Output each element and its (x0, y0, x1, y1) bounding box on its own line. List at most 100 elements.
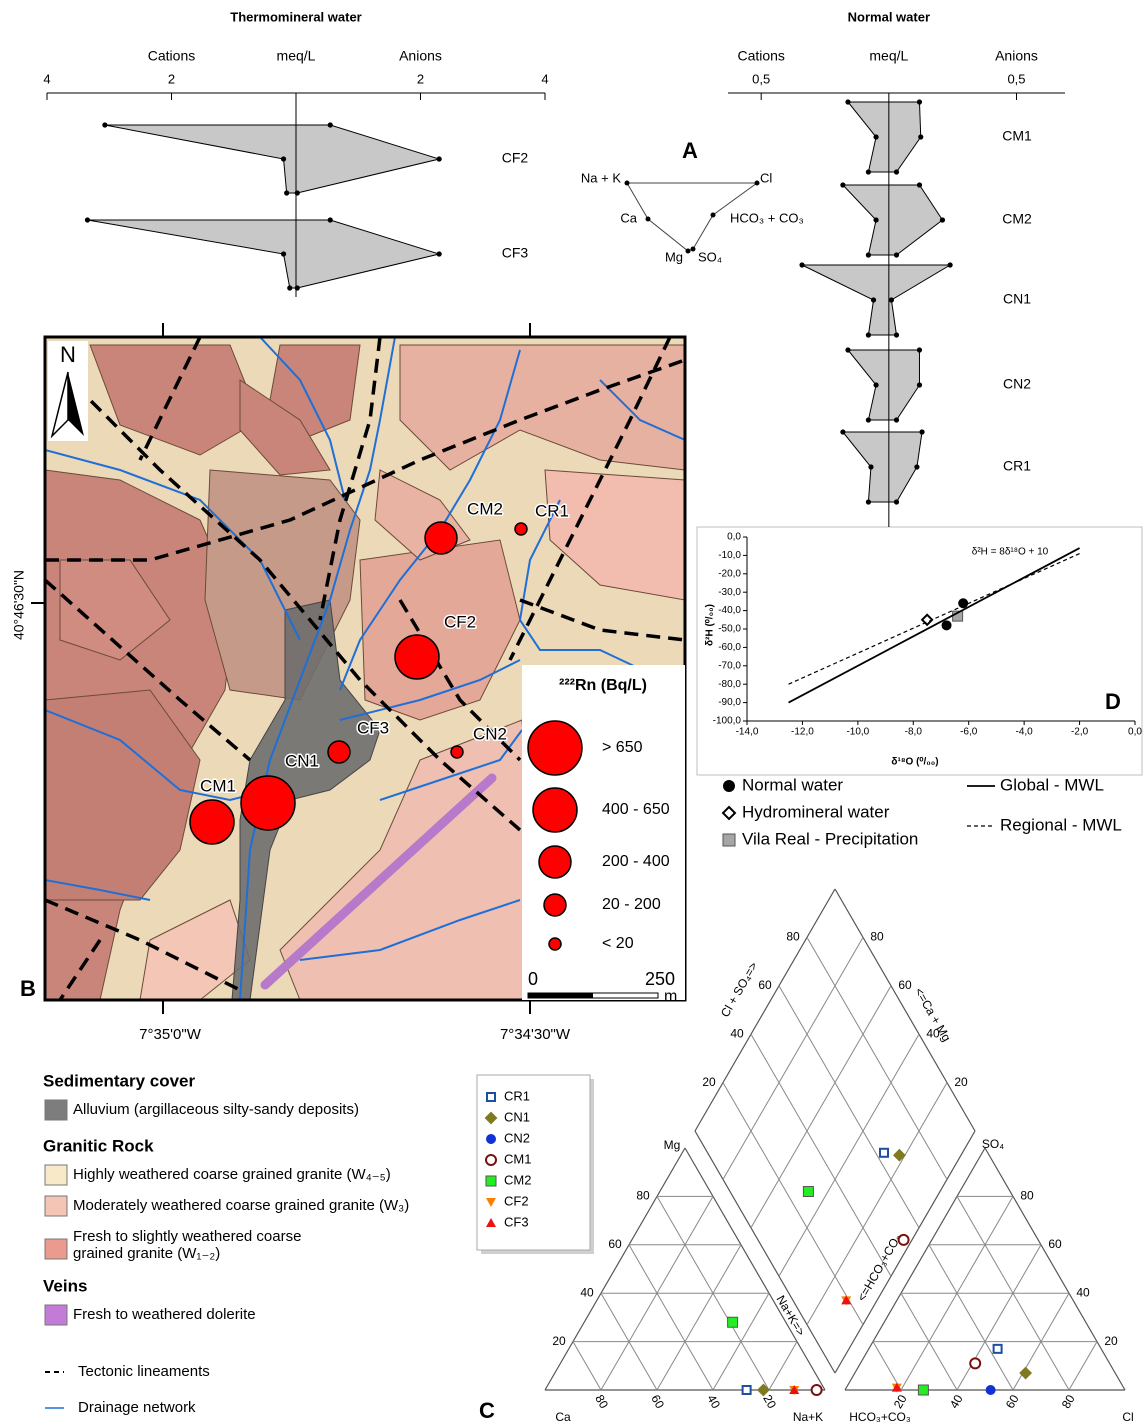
legend-label: CM2 (504, 1172, 531, 1187)
sample-label: CN2 (1003, 376, 1031, 392)
triangle-edge (685, 1148, 825, 1390)
y-tick-label: 0,0 (727, 532, 741, 543)
legend-label: CR1 (504, 1088, 530, 1103)
diamond-edge (835, 889, 975, 1131)
y-tick-label: -20,0 (718, 568, 741, 579)
stiff-vertex (102, 122, 107, 127)
stiff-vertex (917, 347, 922, 352)
tick-label: 20 (1104, 1334, 1118, 1348)
legend-heading: Veins (43, 1276, 87, 1295)
lon-label: 7°34'30"W (500, 1026, 571, 1043)
site-label: CF3 (357, 718, 389, 737)
data-point (942, 620, 952, 630)
stiff-vertex (845, 99, 850, 104)
stiff-vertex (437, 156, 442, 161)
x-tick-label: 2 (168, 71, 175, 86)
cation-point (812, 1385, 822, 1395)
stiff-key: A Na + K Cl Ca HCO₃ + CO₃ Mg SO₄ (581, 138, 804, 265)
axis-title: Cl + SO₄=> (718, 960, 761, 1020)
stiff-vertex (328, 217, 333, 222)
key-label: HCO₃ + CO₃ (730, 210, 804, 225)
tick-label: 60 (758, 978, 772, 992)
panel-label: D (1105, 689, 1121, 714)
grid-line (769, 1342, 797, 1390)
tick-label: 40 (704, 1392, 723, 1411)
corner-label: Cl (1122, 1410, 1133, 1424)
grid-line (751, 1034, 891, 1276)
axis-title: <=HCO₃+CO₃ (854, 1231, 904, 1303)
stiff-vertex (894, 417, 899, 422)
x-tick-label: -8,0 (905, 727, 923, 738)
rn-legend-title: ²²²Rn (Bq/L) (559, 677, 647, 694)
key-label: Mg (665, 249, 683, 264)
rn-site (451, 746, 463, 758)
legend-label: CM1 (504, 1151, 531, 1166)
y-tick-label: -70,0 (718, 660, 741, 671)
anion-point (994, 1345, 1002, 1353)
x-tick-label: -14,0 (736, 727, 759, 738)
stiff-vertex (840, 182, 845, 187)
cation-point (743, 1386, 751, 1394)
rn-legend-label: 400 - 650 (602, 801, 670, 818)
rn-legend-label: > 650 (602, 739, 643, 756)
y-tick-label: -80,0 (718, 679, 741, 690)
grid-line (807, 1083, 947, 1325)
tick-label: 20 (954, 1075, 968, 1089)
stiff-polygon (843, 185, 943, 255)
rn-legend-symbol (549, 938, 561, 950)
legend-marker (723, 807, 735, 819)
stiff-vertex (940, 217, 945, 222)
x-tick-label: -2,0 (1071, 727, 1089, 738)
y-axis-title: δ²H (⁰/₀₀) (705, 604, 716, 646)
legend-label: CF3 (504, 1214, 529, 1229)
stiff-polygon (87, 220, 439, 288)
sample-label: CF2 (502, 150, 529, 166)
legend-label: Tectonic lineaments (78, 1363, 210, 1380)
stiff-vertex (894, 499, 899, 504)
axis-label: meq/L (277, 48, 316, 64)
stiff-vertex (873, 217, 878, 222)
legend-label: CN1 (504, 1109, 530, 1124)
cation-point (728, 1317, 738, 1327)
x-tick-label: 4 (541, 71, 548, 86)
stiff-vertex (799, 262, 804, 267)
stiff-vertex (894, 252, 899, 257)
lon-label: 7°35'0"W (139, 1026, 202, 1043)
anion-point (986, 1385, 996, 1395)
tick-label: 60 (608, 1237, 622, 1251)
panel-label: C (479, 1398, 495, 1423)
rn-legend-label: < 20 (602, 935, 634, 952)
corner-label: Na+K (793, 1410, 823, 1424)
stiff-vertex (917, 99, 922, 104)
rn-site (425, 522, 457, 554)
tick-label: 60 (1048, 1237, 1062, 1251)
rn-legend-symbol (539, 846, 571, 878)
axis-label: Anions (399, 48, 442, 64)
grid-line (779, 986, 919, 1228)
key-label: SO₄ (698, 249, 722, 264)
legend-label: Vila Real - Precipitation (742, 829, 918, 848)
stiff-vertex (894, 332, 899, 337)
legend-heading: Granitic Rock (43, 1136, 154, 1155)
legend-label: Drainage network (78, 1399, 196, 1416)
stiff-vertex (866, 252, 871, 257)
tick-label: 80 (870, 930, 884, 944)
rn-site (515, 523, 527, 535)
rn-legend-symbol (544, 894, 566, 916)
scale-label: 0 (528, 969, 538, 989)
legend-marker (486, 1176, 496, 1186)
rn-site (395, 635, 439, 679)
x-axis-title: δ¹⁸O (⁰/₀₀) (891, 757, 938, 768)
sample-label: CR1 (1003, 458, 1031, 474)
stiff-vertex (917, 182, 922, 187)
stiff-vertex (866, 417, 871, 422)
tick-label: 20 (702, 1075, 716, 1089)
stiff-vertex (287, 285, 292, 290)
stiff-vertex (873, 134, 878, 139)
page: { "chart_data": [ {"type": "stiff", "tit… (0, 0, 1145, 1426)
grid-line (629, 1245, 713, 1390)
scatter-frame (697, 527, 1142, 775)
y-tick-label: -10,0 (718, 550, 741, 561)
legend-swatch (45, 1305, 67, 1325)
x-tick-label: 2 (417, 71, 424, 86)
